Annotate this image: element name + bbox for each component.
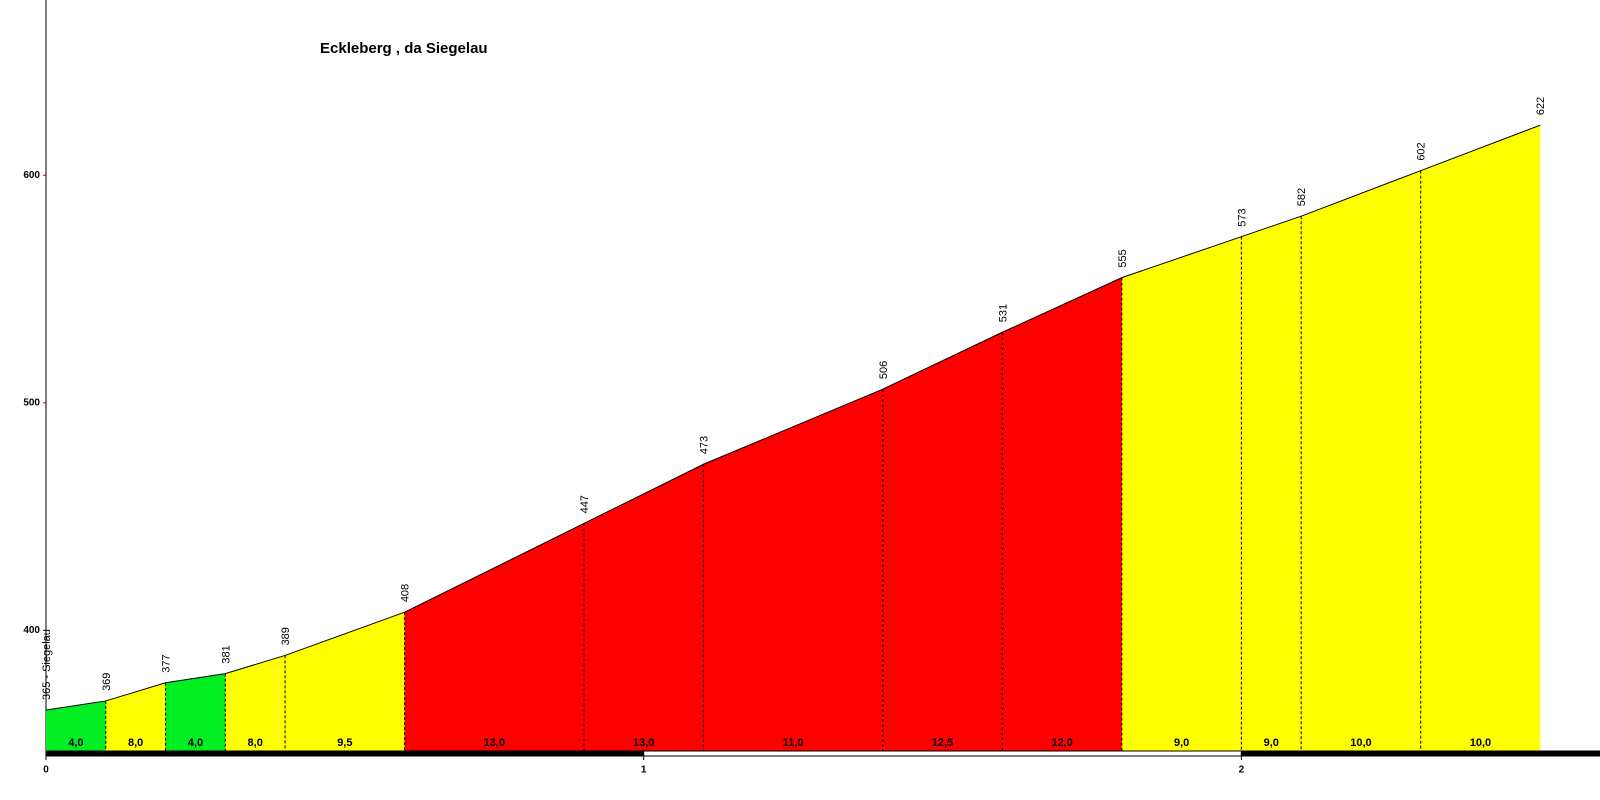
segment bbox=[404, 523, 584, 751]
segment bbox=[1002, 277, 1122, 751]
segment bbox=[703, 389, 883, 751]
elevation-label: 369 bbox=[101, 673, 113, 691]
elevation-label: 602 bbox=[1416, 142, 1428, 160]
chart-title: Eckleberg , da Siegelau bbox=[320, 40, 488, 57]
segment bbox=[1301, 170, 1421, 751]
segment bbox=[105, 682, 166, 751]
elevation-label: 389 bbox=[280, 627, 292, 645]
gradient-label: 4,0 bbox=[68, 737, 83, 749]
gradient-label: 4,0 bbox=[188, 737, 203, 749]
gradient-label: 13,0 bbox=[633, 737, 654, 749]
x-tick-label: 1 bbox=[641, 765, 647, 776]
segment bbox=[225, 655, 286, 751]
segment bbox=[1121, 236, 1242, 752]
elevation-label: 582 bbox=[1296, 188, 1308, 206]
elevation-label: 473 bbox=[698, 436, 710, 454]
gradient-label: 11,0 bbox=[783, 737, 804, 749]
segment bbox=[285, 612, 405, 751]
elevation-label: 506 bbox=[878, 361, 890, 379]
elevation-label: 377 bbox=[161, 654, 173, 672]
x-tick-label: 2 bbox=[1239, 765, 1245, 776]
segment bbox=[165, 673, 226, 751]
segment bbox=[583, 464, 704, 751]
segment bbox=[1420, 125, 1541, 751]
gradient-label: 9,5 bbox=[337, 737, 352, 749]
gradient-label: 8,0 bbox=[128, 737, 143, 749]
km-bar bbox=[45, 750, 645, 757]
profile-line bbox=[45, 124, 1541, 711]
x-tick-label: 0 bbox=[43, 765, 49, 776]
elevation-label: 381 bbox=[220, 645, 232, 663]
segment bbox=[882, 332, 1003, 751]
gradient-label: 10,0 bbox=[1470, 737, 1491, 749]
gradient-label: 10,0 bbox=[1350, 737, 1371, 749]
gradient-label: 13,0 bbox=[484, 737, 505, 749]
km-bar bbox=[1240, 750, 1600, 757]
gradient-label: 12,5 bbox=[932, 737, 953, 749]
gradient-label: 9,0 bbox=[1174, 737, 1189, 749]
y-tick-label: 500 bbox=[23, 397, 40, 408]
elevation-label: 447 bbox=[579, 495, 591, 513]
elevation-label: 408 bbox=[400, 584, 412, 602]
y-tick-label: 600 bbox=[23, 170, 40, 181]
gradient-label: 12,0 bbox=[1051, 737, 1072, 749]
elevation-label: 531 bbox=[997, 304, 1009, 322]
segment bbox=[46, 700, 106, 751]
elevation-label: 573 bbox=[1236, 208, 1248, 226]
gradient-label: 9,0 bbox=[1264, 737, 1279, 749]
elevation-label: 622 bbox=[1535, 97, 1547, 115]
segment bbox=[1241, 216, 1302, 752]
gradient-label: 8,0 bbox=[248, 737, 263, 749]
km-bar bbox=[643, 750, 1242, 757]
elevation-label: 555 bbox=[1117, 249, 1129, 267]
y-tick-label: 400 bbox=[23, 625, 40, 636]
elevation-label: 365 - Siegelau bbox=[41, 629, 53, 700]
